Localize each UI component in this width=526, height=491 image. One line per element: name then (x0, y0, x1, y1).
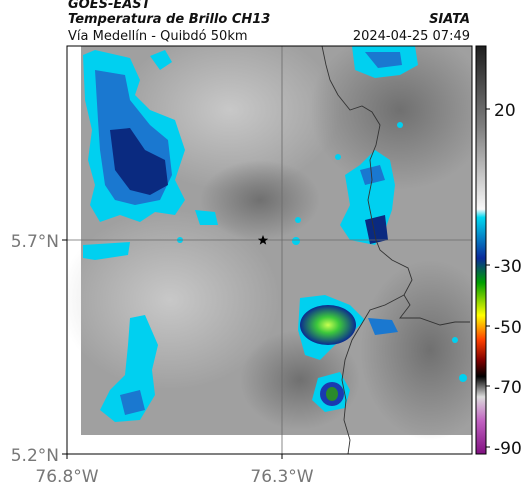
lon-tick-label: 76.3°W (250, 467, 313, 487)
lat-tick-label: 5.7°N (11, 232, 59, 252)
colorbar: 20 -30 -50 -70 -90 (475, 45, 522, 459)
map-area (67, 46, 472, 454)
colorbar-tick: -50 (494, 318, 522, 338)
timestamp: 2024-04-25 07:49 (352, 29, 470, 44)
colorbar-tick: -70 (494, 378, 522, 398)
map-frame (66, 45, 473, 455)
lon-tick-label: 76.8°W (35, 467, 98, 487)
route-subtitle: Vía Medellín - Quibdó 50km (68, 29, 248, 44)
colorbar-tick: 20 (494, 101, 516, 121)
satellite-label: GOES-EAST (68, 0, 151, 12)
colorbar-tick: -30 (494, 257, 522, 277)
lat-tick-label: 5.2°N (11, 446, 59, 466)
product-title: Temperatura de Brillo CH13 (68, 12, 271, 27)
colorbar-tick: -90 (494, 439, 522, 459)
star-icon (257, 235, 269, 245)
border-line (321, 46, 470, 326)
org-label: SIATA (429, 12, 470, 27)
border-line-south (341, 294, 405, 454)
